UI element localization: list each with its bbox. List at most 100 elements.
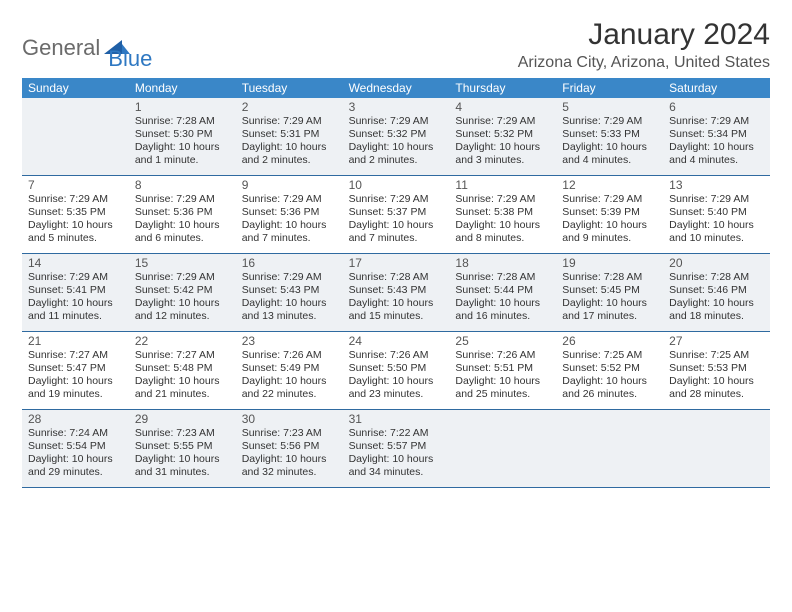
day-cell: 10Sunrise: 7:29 AMSunset: 5:37 PMDayligh… [343, 176, 450, 254]
day-details: Sunrise: 7:29 AMSunset: 5:33 PMDaylight:… [562, 115, 657, 168]
sunset-line: Sunset: 5:46 PM [669, 284, 764, 297]
sunset-line: Sunset: 5:35 PM [28, 206, 123, 219]
sunrise-line: Sunrise: 7:29 AM [349, 193, 444, 206]
daylight-line: Daylight: 10 hours and 3 minutes. [455, 141, 550, 167]
day-details: Sunrise: 7:24 AMSunset: 5:54 PMDaylight:… [28, 427, 123, 480]
weekday-header-cell: Monday [129, 78, 236, 98]
daylight-line: Daylight: 10 hours and 16 minutes. [455, 297, 550, 323]
daylight-line: Daylight: 10 hours and 2 minutes. [242, 141, 337, 167]
daylight-line: Daylight: 10 hours and 5 minutes. [28, 219, 123, 245]
day-number: 10 [349, 178, 444, 192]
daylight-line: Daylight: 10 hours and 2 minutes. [349, 141, 444, 167]
logo-text-general: General [22, 35, 100, 61]
day-number: 11 [455, 178, 550, 192]
day-details: Sunrise: 7:26 AMSunset: 5:50 PMDaylight:… [349, 349, 444, 402]
daylight-line: Daylight: 10 hours and 10 minutes. [669, 219, 764, 245]
day-number: 16 [242, 256, 337, 270]
day-cell: 24Sunrise: 7:26 AMSunset: 5:50 PMDayligh… [343, 332, 450, 410]
daylight-line: Daylight: 10 hours and 29 minutes. [28, 453, 123, 479]
day-details: Sunrise: 7:29 AMSunset: 5:34 PMDaylight:… [669, 115, 764, 168]
day-number: 21 [28, 334, 123, 348]
sunrise-line: Sunrise: 7:29 AM [455, 193, 550, 206]
sunrise-line: Sunrise: 7:27 AM [28, 349, 123, 362]
sunset-line: Sunset: 5:38 PM [455, 206, 550, 219]
day-cell: 14Sunrise: 7:29 AMSunset: 5:41 PMDayligh… [22, 254, 129, 332]
day-number: 4 [455, 100, 550, 114]
weekday-header-cell: Thursday [449, 78, 556, 98]
header: General Blue January 2024 Arizona City, … [22, 18, 770, 72]
logo: General Blue [22, 18, 152, 72]
day-details: Sunrise: 7:28 AMSunset: 5:44 PMDaylight:… [455, 271, 550, 324]
sunrise-line: Sunrise: 7:29 AM [242, 271, 337, 284]
day-number: 9 [242, 178, 337, 192]
day-details: Sunrise: 7:25 AMSunset: 5:53 PMDaylight:… [669, 349, 764, 402]
day-number: 15 [135, 256, 230, 270]
day-number: 17 [349, 256, 444, 270]
daylight-line: Daylight: 10 hours and 7 minutes. [349, 219, 444, 245]
day-cell: 26Sunrise: 7:25 AMSunset: 5:52 PMDayligh… [556, 332, 663, 410]
day-details: Sunrise: 7:29 AMSunset: 5:43 PMDaylight:… [242, 271, 337, 324]
sunset-line: Sunset: 5:57 PM [349, 440, 444, 453]
day-number: 31 [349, 412, 444, 426]
daylight-line: Daylight: 10 hours and 9 minutes. [562, 219, 657, 245]
day-details: Sunrise: 7:27 AMSunset: 5:48 PMDaylight:… [135, 349, 230, 402]
day-cell: 5Sunrise: 7:29 AMSunset: 5:33 PMDaylight… [556, 98, 663, 176]
sunset-line: Sunset: 5:45 PM [562, 284, 657, 297]
day-cell: 25Sunrise: 7:26 AMSunset: 5:51 PMDayligh… [449, 332, 556, 410]
empty-cell [449, 410, 556, 488]
day-details: Sunrise: 7:23 AMSunset: 5:56 PMDaylight:… [242, 427, 337, 480]
day-details: Sunrise: 7:29 AMSunset: 5:38 PMDaylight:… [455, 193, 550, 246]
day-number: 1 [135, 100, 230, 114]
day-number: 19 [562, 256, 657, 270]
sunset-line: Sunset: 5:30 PM [135, 128, 230, 141]
sunrise-line: Sunrise: 7:29 AM [242, 115, 337, 128]
day-number: 27 [669, 334, 764, 348]
sunset-line: Sunset: 5:42 PM [135, 284, 230, 297]
sunset-line: Sunset: 5:37 PM [349, 206, 444, 219]
day-details: Sunrise: 7:28 AMSunset: 5:30 PMDaylight:… [135, 115, 230, 168]
sunset-line: Sunset: 5:31 PM [242, 128, 337, 141]
day-cell: 6Sunrise: 7:29 AMSunset: 5:34 PMDaylight… [663, 98, 770, 176]
day-details: Sunrise: 7:27 AMSunset: 5:47 PMDaylight:… [28, 349, 123, 402]
day-details: Sunrise: 7:26 AMSunset: 5:49 PMDaylight:… [242, 349, 337, 402]
day-number: 5 [562, 100, 657, 114]
day-cell: 20Sunrise: 7:28 AMSunset: 5:46 PMDayligh… [663, 254, 770, 332]
daylight-line: Daylight: 10 hours and 23 minutes. [349, 375, 444, 401]
day-cell: 12Sunrise: 7:29 AMSunset: 5:39 PMDayligh… [556, 176, 663, 254]
daylight-line: Daylight: 10 hours and 4 minutes. [669, 141, 764, 167]
day-cell: 16Sunrise: 7:29 AMSunset: 5:43 PMDayligh… [236, 254, 343, 332]
day-cell: 28Sunrise: 7:24 AMSunset: 5:54 PMDayligh… [22, 410, 129, 488]
sunrise-line: Sunrise: 7:26 AM [349, 349, 444, 362]
day-details: Sunrise: 7:29 AMSunset: 5:36 PMDaylight:… [135, 193, 230, 246]
day-details: Sunrise: 7:29 AMSunset: 5:37 PMDaylight:… [349, 193, 444, 246]
weekday-header-cell: Saturday [663, 78, 770, 98]
sunrise-line: Sunrise: 7:23 AM [242, 427, 337, 440]
day-details: Sunrise: 7:29 AMSunset: 5:32 PMDaylight:… [455, 115, 550, 168]
weekday-header-cell: Tuesday [236, 78, 343, 98]
day-details: Sunrise: 7:29 AMSunset: 5:39 PMDaylight:… [562, 193, 657, 246]
sunset-line: Sunset: 5:55 PM [135, 440, 230, 453]
day-cell: 8Sunrise: 7:29 AMSunset: 5:36 PMDaylight… [129, 176, 236, 254]
daylight-line: Daylight: 10 hours and 22 minutes. [242, 375, 337, 401]
day-number: 22 [135, 334, 230, 348]
day-number: 26 [562, 334, 657, 348]
day-cell: 22Sunrise: 7:27 AMSunset: 5:48 PMDayligh… [129, 332, 236, 410]
sunrise-line: Sunrise: 7:29 AM [669, 193, 764, 206]
day-details: Sunrise: 7:25 AMSunset: 5:52 PMDaylight:… [562, 349, 657, 402]
daylight-line: Daylight: 10 hours and 26 minutes. [562, 375, 657, 401]
day-cell: 7Sunrise: 7:29 AMSunset: 5:35 PMDaylight… [22, 176, 129, 254]
day-cell: 13Sunrise: 7:29 AMSunset: 5:40 PMDayligh… [663, 176, 770, 254]
sunset-line: Sunset: 5:51 PM [455, 362, 550, 375]
sunset-line: Sunset: 5:43 PM [349, 284, 444, 297]
daylight-line: Daylight: 10 hours and 12 minutes. [135, 297, 230, 323]
sunset-line: Sunset: 5:41 PM [28, 284, 123, 297]
calendar-grid: 1Sunrise: 7:28 AMSunset: 5:30 PMDaylight… [22, 98, 770, 488]
daylight-line: Daylight: 10 hours and 31 minutes. [135, 453, 230, 479]
sunrise-line: Sunrise: 7:28 AM [669, 271, 764, 284]
day-details: Sunrise: 7:29 AMSunset: 5:40 PMDaylight:… [669, 193, 764, 246]
empty-cell [663, 410, 770, 488]
sunrise-line: Sunrise: 7:29 AM [28, 271, 123, 284]
daylight-line: Daylight: 10 hours and 32 minutes. [242, 453, 337, 479]
sunrise-line: Sunrise: 7:25 AM [669, 349, 764, 362]
sunset-line: Sunset: 5:36 PM [242, 206, 337, 219]
